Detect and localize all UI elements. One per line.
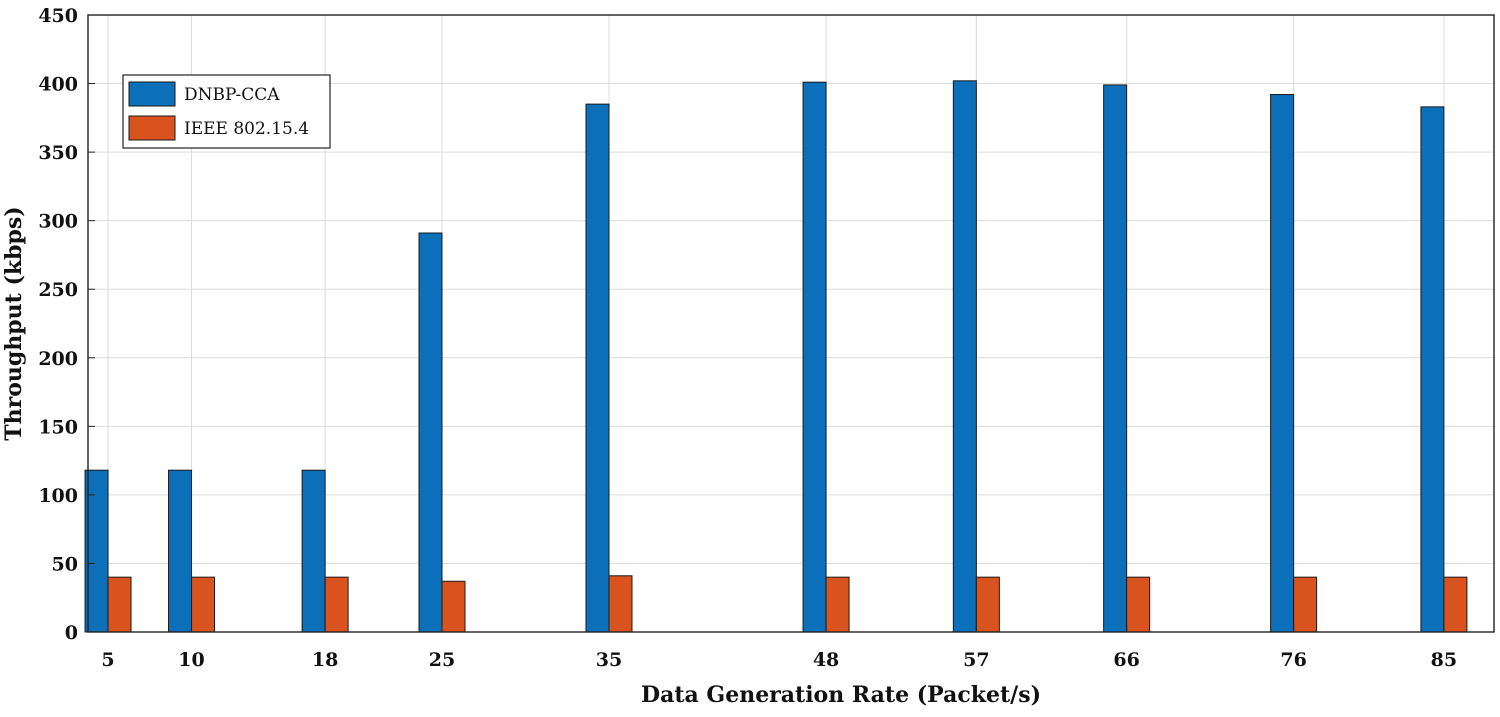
x-tick-label: 5: [101, 649, 114, 671]
bar-ieee-802-15-4-85: [1443, 576, 1468, 633]
bar-dnbp-cca-35: [585, 103, 610, 633]
x-tick-label: 66: [1113, 649, 1139, 671]
bar-ieee-802-15-4-66: [1126, 576, 1151, 633]
legend-label-dnbp-cca: DNBP-CCA: [184, 85, 280, 105]
x-tick-label: 10: [178, 649, 204, 671]
legend-label-ieee-802-15-4: IEEE 802.15.4: [184, 119, 309, 139]
y-axis-title: Throughput (kbps): [1, 206, 27, 440]
bar-dnbp-cca-76: [1270, 94, 1295, 633]
bar-ieee-802-15-4-57: [975, 576, 1000, 633]
y-tick-label: 450: [38, 5, 78, 27]
y-tick-label: 300: [38, 211, 78, 233]
y-tick-label: 100: [38, 485, 78, 507]
bar-ieee-802-15-4-76: [1293, 576, 1318, 633]
x-tick-label: 85: [1431, 649, 1457, 671]
bar-dnbp-cca-25: [418, 232, 443, 633]
bars: [84, 80, 1468, 633]
bar-ieee-802-15-4-10: [191, 576, 216, 633]
x-tick-label: 48: [813, 649, 839, 671]
x-tick-label: 25: [429, 649, 455, 671]
legend-swatch-dnbp-cca: [128, 81, 176, 107]
bar-dnbp-cca-85: [1420, 106, 1445, 633]
x-tick-label: 76: [1280, 649, 1306, 671]
bar-dnbp-cca-48: [802, 81, 827, 633]
x-tick-label: 57: [963, 649, 989, 671]
x-tick-label: 18: [312, 649, 338, 671]
legend-swatch-ieee-802-15-4: [128, 115, 176, 141]
bar-ieee-802-15-4-5: [107, 576, 132, 633]
bar-ieee-802-15-4-25: [441, 580, 466, 633]
bar-dnbp-cca-18: [301, 469, 326, 633]
y-tick-label: 0: [65, 622, 78, 644]
bar-dnbp-cca-66: [1103, 84, 1128, 633]
y-tick-label: 350: [38, 142, 78, 164]
y-tick-label: 50: [52, 553, 78, 575]
y-tick-label: 150: [38, 416, 78, 438]
bar-dnbp-cca-10: [168, 469, 193, 633]
x-tick-label: 35: [596, 649, 622, 671]
ticks: 0 50 100 150 200 250 300 350 400 450 5 10 18 25 35 48 57…: [38, 5, 1457, 671]
bar-ieee-802-15-4-35: [608, 575, 633, 633]
legend: DNBP-CCA IEEE 802.15.4: [122, 74, 331, 149]
y-tick-label: 400: [38, 74, 78, 96]
bar-ieee-802-15-4-48: [825, 576, 850, 633]
plot-frame: [87, 14, 1495, 633]
y-tick-label: 200: [38, 348, 78, 370]
bar-dnbp-cca-57: [952, 80, 977, 633]
bar-ieee-802-15-4-18: [324, 576, 349, 633]
y-tick-label: 250: [38, 279, 78, 301]
x-axis-title: Data Generation Rate (Packet/s): [641, 682, 1041, 708]
